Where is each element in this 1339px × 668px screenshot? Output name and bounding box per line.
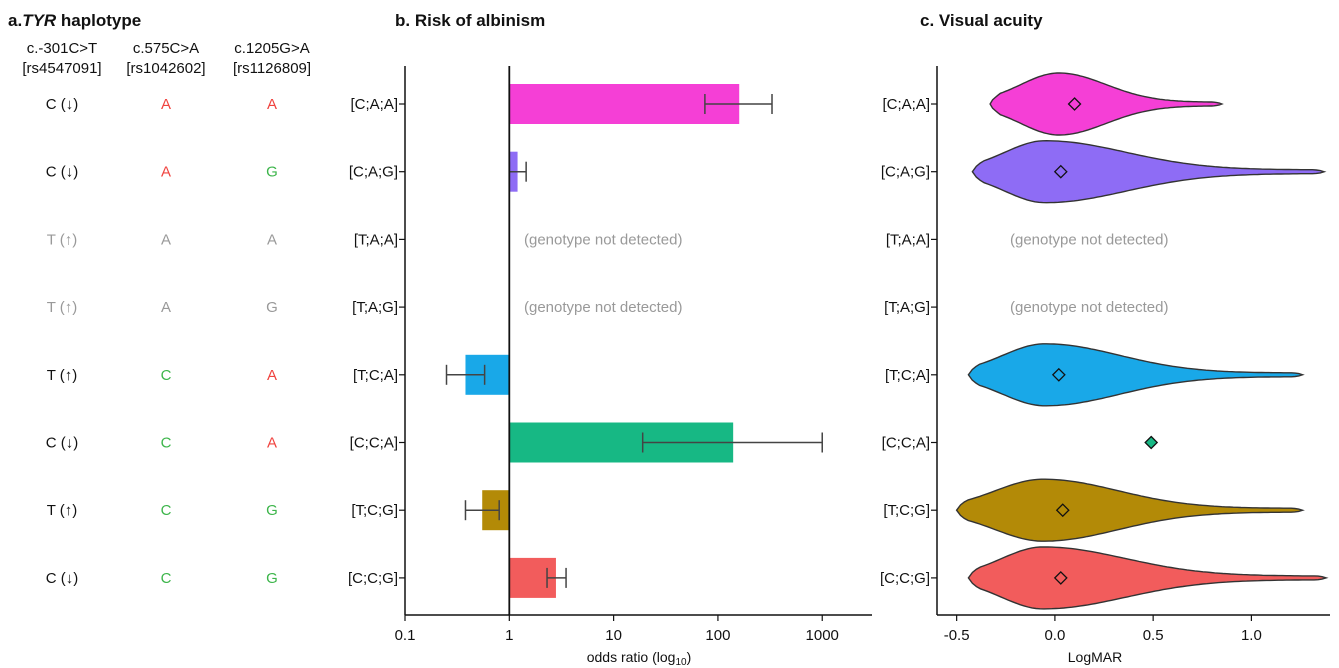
panel-c-y-label: [C;C;A] [882, 435, 930, 452]
haplotype-cell-r2-c3: G [266, 164, 278, 181]
panel-c-y-label: [T;C;A] [885, 367, 930, 384]
haplotype-cell-r5-c3: A [267, 367, 277, 384]
panel-c-not-detected: (genotype not detected) [1010, 299, 1168, 316]
panel-b-x-tick-label: 1 [505, 627, 513, 644]
panel-b-x-tick-label: 0.1 [395, 627, 416, 644]
haplotype-cell-r7-c3: G [266, 502, 278, 519]
panel-a: a.TYR haplotype c.-301C>T [rs4547091] c.… [8, 11, 311, 587]
panel-c-mean-marker [1051, 367, 1066, 382]
col-header-rs1042602-id: [rs1042602] [126, 60, 205, 77]
haplotype-cell-r3-c1: T (↑) [47, 231, 78, 248]
panel-c-x-tick-label: 0.0 [1044, 627, 1065, 644]
haplotype-cell-r2-c2: A [161, 164, 171, 181]
col-header-rs1042602: c.575C>A [133, 40, 199, 57]
panel-b-y-label: [C;A;G] [349, 164, 398, 181]
panel-b-y-label: [C;C;G] [348, 570, 398, 587]
haplotype-cell-r3-c3: A [267, 231, 277, 248]
haplotype-cell-r5-c1: T (↑) [47, 367, 78, 384]
odds-ratio-plot: 0.1 1 10 100 1000 [C;A;A] [C;A;G] [T;A;A] [T;A;G… [348, 66, 872, 644]
haplotype-cell-r4-c2: A [161, 299, 171, 316]
panel-b-y-label: [T;A;A] [354, 231, 398, 248]
panel-c-mean-marker [1067, 97, 1082, 111]
panel-c-not-detected: (genotype not detected) [1010, 231, 1168, 248]
panel-b-bar [509, 84, 740, 124]
panel-b-title: b. Risk of albinism [395, 11, 545, 30]
panel-b-y-label: [T;C;A] [353, 367, 398, 384]
haplotype-cell-r6-c2: C [161, 435, 172, 452]
panel-c-y-label: [C;C;G] [880, 570, 930, 587]
panel-b-x-tick-label: 100 [705, 627, 730, 644]
panel-c-y-label: [T;A;G] [884, 299, 930, 316]
logmar-violin-plot: -0.5 0.0 0.5 1.0 [C;A;A] [C;A;G] [T;A;A] [T;A;G… [880, 66, 1330, 644]
col-header-rs1126809-id: [rs1126809] [233, 60, 311, 77]
panel-b-y-label: [C;A;A] [350, 96, 398, 113]
panel-c-violin [955, 478, 1305, 542]
panel-b-not-detected: (genotype not detected) [524, 231, 682, 248]
panel-c-x-tick-label: 1.0 [1241, 627, 1262, 644]
panel-c-x-tick-label: -0.5 [944, 627, 970, 644]
haplotype-cell-r5-c2: C [161, 367, 172, 384]
haplotype-cell-r3-c2: A [161, 231, 171, 248]
panel-c-violin [967, 546, 1329, 610]
panel-b-xlabel: odds ratio (log10) [587, 649, 692, 668]
panel-c-mean-marker [1053, 570, 1068, 585]
panel-c-y-label: [T;C;G] [883, 502, 930, 519]
haplotype-cell-r6-c3: A [267, 435, 277, 452]
panel-b-x-tick-label: 10 [605, 627, 622, 644]
col-header-rs1126809: c.1205G>A [234, 40, 309, 57]
panel-b-y-label: [T;A;G] [352, 299, 398, 316]
panel-a-title: a.TYR haplotype [8, 11, 141, 30]
col-header-rs4547091: c.-301C>T [27, 40, 97, 57]
haplotype-cell-r4-c1: T (↑) [47, 299, 78, 316]
panel-c-y-label: [C;A;A] [882, 96, 930, 113]
haplotype-table: C (↓) A A C (↓) A G T (↑) A A T (↑) A G T (↑) C A C (↓)… [46, 96, 278, 587]
panel-c-y-label: [C;A;G] [881, 164, 930, 181]
haplotype-cell-r7-c2: C [161, 502, 172, 519]
panel-b: b. Risk of albinism 0.1 1 10 100 1000 [C;A;A]… [348, 11, 872, 668]
panel-c-mean-marker [1053, 164, 1068, 179]
haplotype-cell-r1-c3: A [267, 96, 277, 113]
haplotype-cell-r2-c1: C (↓) [46, 164, 79, 181]
haplotype-cell-r7-c1: T (↑) [47, 502, 78, 519]
panel-c-mean-marker [1144, 435, 1159, 450]
panel-b-x-tick-label: 1000 [806, 627, 839, 644]
panel-c-violin [971, 139, 1327, 204]
panel-c-violin [967, 343, 1305, 407]
col-header-rs4547091-id: [rs4547091] [22, 60, 101, 77]
haplotype-cell-r6-c1: C (↓) [46, 435, 79, 452]
panel-c: c. Visual acuity -0.5 0.0 0.5 1.0 [C;A;A] [C;… [880, 11, 1330, 665]
panel-c-violin [989, 72, 1224, 136]
haplotype-cell-r1-c1: C (↓) [46, 96, 79, 113]
panel-c-xlabel: LogMAR [1068, 649, 1122, 665]
panel-c-mean-marker [1055, 503, 1070, 518]
panel-b-y-label: [T;C;G] [351, 502, 398, 519]
panel-c-y-label: [T;A;A] [886, 231, 930, 248]
panel-c-x-tick-label: 0.5 [1143, 627, 1164, 644]
haplotype-cell-r8-c1: C (↓) [46, 570, 79, 587]
panel-b-y-label: [C;C;A] [350, 435, 398, 452]
haplotype-cell-r8-c3: G [266, 570, 278, 587]
haplotype-cell-r4-c3: G [266, 299, 278, 316]
panel-c-title: c. Visual acuity [920, 11, 1043, 30]
haplotype-cell-r1-c2: A [161, 96, 171, 113]
panel-b-not-detected: (genotype not detected) [524, 299, 682, 316]
haplotype-cell-r8-c2: C [161, 570, 172, 587]
